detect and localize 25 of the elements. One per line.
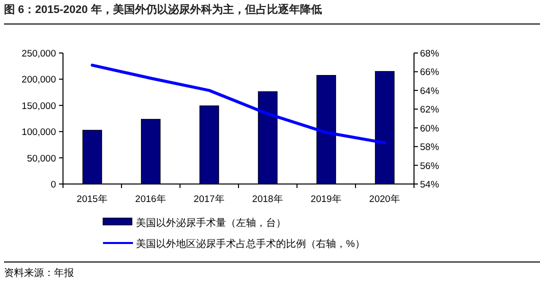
y-tick-label: 200,000 xyxy=(22,74,56,86)
y2-tick-label: 54% xyxy=(420,180,440,190)
y2-tick-label: 62% xyxy=(420,104,440,116)
y2-tick-label: 68% xyxy=(420,48,440,60)
y-tick-label: 0 xyxy=(50,180,56,190)
x-tick-label: 2019年 xyxy=(310,193,342,205)
legend-label: 美国以外泌尿手术量（左轴，台） xyxy=(136,217,286,229)
y-tick-label: 100,000 xyxy=(22,127,56,138)
y-tick-label: 50,000 xyxy=(26,153,56,164)
y2-tick-label: 60% xyxy=(420,123,440,134)
y2-tick-label: 66% xyxy=(420,67,440,78)
y2-tick-label: 58% xyxy=(420,142,440,154)
text: 资料来源：年报 xyxy=(4,267,74,279)
x-tick-label: 2018年 xyxy=(252,193,284,205)
x-tick-label: 2017年 xyxy=(194,193,225,205)
legend-label: 美国以外地区泌尿手术占总手术的比例（右轴，%） xyxy=(136,238,365,250)
x-tick-label: 2020年 xyxy=(369,193,400,205)
y2-tick-label: 56% xyxy=(420,160,440,172)
y2-tick-label: 64% xyxy=(420,86,440,97)
y-tick-label: 250,000 xyxy=(22,48,56,60)
x-tick-label: 2016年 xyxy=(135,193,166,205)
line-series xyxy=(90,64,386,144)
x-tick-label: 2015年 xyxy=(76,193,108,205)
y-tick-label: 150,000 xyxy=(22,100,56,112)
chart-title: 图 6：2015-2020 年，美国外仍以泌尿外科为主，但占比逐年降低 xyxy=(4,3,322,16)
